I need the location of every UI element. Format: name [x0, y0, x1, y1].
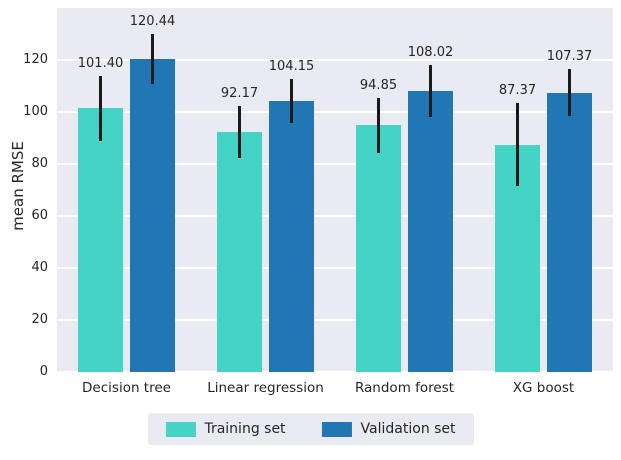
gridline [57, 111, 613, 113]
x-tick-label: Linear regression [207, 380, 324, 396]
bar-value-label: 92.17 [220, 86, 259, 102]
error-bar [429, 65, 432, 118]
bar-value-label: 104.15 [268, 59, 315, 75]
y-tick-label: 20 [31, 312, 48, 327]
gridline [57, 319, 613, 321]
legend-entry: Training set [165, 421, 286, 437]
y-tick-label: 80 [31, 156, 48, 171]
bar-validation-set [547, 92, 592, 372]
bar-validation-set [408, 91, 453, 372]
bar-training-set [78, 108, 123, 372]
bar-value-label: 94.85 [359, 78, 398, 94]
y-tick-label: 0 [39, 364, 48, 379]
y-axis-label: mean RMSE [9, 141, 27, 231]
bar-training-set [217, 132, 262, 372]
legend-entry: Validation set [321, 421, 456, 437]
bar-value-label: 107.37 [546, 49, 593, 65]
error-bar [290, 79, 293, 124]
error-bar [151, 34, 154, 84]
bar-value-label: 108.02 [407, 45, 454, 61]
error-bar [238, 106, 241, 159]
error-bar [99, 75, 102, 141]
legend-label: Training set [204, 421, 286, 437]
x-tick-label: Decision tree [82, 380, 171, 396]
legend-label: Validation set [360, 421, 456, 437]
bar-value-label: 101.40 [77, 55, 124, 71]
gridline [57, 267, 613, 269]
legend-swatch [321, 421, 352, 437]
legend: Training set Validation set [147, 413, 474, 445]
bar-validation-set [130, 58, 175, 372]
x-tick-label: Random forest [354, 380, 455, 396]
error-bar [568, 69, 571, 117]
legend-swatch [165, 421, 196, 437]
y-tick-label: 100 [23, 104, 48, 119]
bar-validation-set [269, 101, 314, 372]
y-tick-label: 40 [31, 260, 48, 275]
bar-value-label: 87.37 [498, 83, 537, 99]
plot-area [57, 8, 613, 373]
y-tick-label: 60 [31, 208, 48, 223]
y-tick-label: 120 [23, 52, 48, 67]
bar-value-label: 120.44 [129, 14, 176, 30]
error-bar [516, 103, 519, 187]
gridline [57, 59, 613, 61]
error-bar [377, 98, 380, 153]
x-tick-label: XG boost [512, 380, 575, 396]
bar-training-set [356, 125, 401, 372]
gridline [57, 371, 613, 373]
gridline [57, 163, 613, 165]
gridline [57, 215, 613, 217]
